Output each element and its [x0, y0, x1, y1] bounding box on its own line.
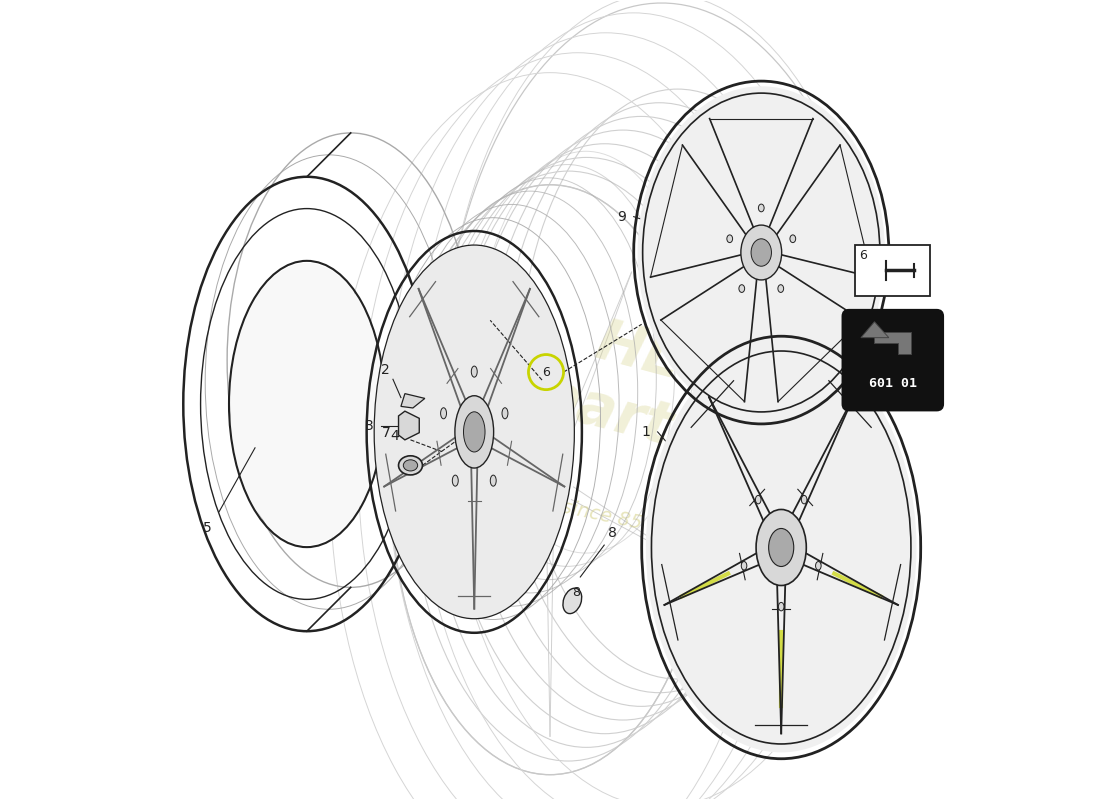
Text: a passion for parts since 85: a passion for parts since 85: [376, 458, 644, 533]
Ellipse shape: [802, 495, 807, 504]
Ellipse shape: [471, 366, 477, 377]
Ellipse shape: [727, 235, 733, 242]
Ellipse shape: [374, 245, 574, 618]
Ellipse shape: [741, 562, 747, 570]
Ellipse shape: [739, 285, 745, 293]
Text: 5: 5: [202, 521, 211, 534]
Ellipse shape: [404, 460, 418, 471]
Text: 4: 4: [390, 429, 399, 443]
Bar: [855, 245, 931, 296]
FancyBboxPatch shape: [843, 310, 943, 410]
Text: 3: 3: [365, 418, 373, 433]
Ellipse shape: [638, 86, 886, 418]
Text: 8: 8: [607, 526, 617, 540]
Ellipse shape: [452, 475, 459, 486]
Polygon shape: [874, 332, 911, 354]
Polygon shape: [861, 322, 889, 338]
Polygon shape: [398, 411, 419, 440]
Ellipse shape: [398, 456, 422, 475]
Text: 6: 6: [859, 250, 867, 262]
Ellipse shape: [758, 204, 764, 212]
Ellipse shape: [502, 408, 508, 418]
Ellipse shape: [756, 510, 806, 586]
Ellipse shape: [751, 239, 771, 266]
Ellipse shape: [230, 263, 384, 545]
Ellipse shape: [779, 602, 784, 611]
Text: HL
parts: HL parts: [530, 302, 729, 466]
Text: 9: 9: [617, 210, 626, 224]
Text: 1: 1: [641, 425, 650, 439]
Text: 2: 2: [381, 362, 389, 377]
Ellipse shape: [756, 495, 761, 504]
Text: 7: 7: [382, 426, 390, 441]
Ellipse shape: [769, 529, 794, 566]
Ellipse shape: [790, 235, 795, 242]
Ellipse shape: [646, 342, 916, 753]
Ellipse shape: [441, 408, 447, 418]
Text: 6: 6: [542, 366, 550, 378]
Ellipse shape: [778, 285, 783, 293]
Text: 601 01: 601 01: [869, 377, 916, 390]
Ellipse shape: [815, 562, 821, 570]
Ellipse shape: [563, 588, 582, 614]
Ellipse shape: [463, 412, 485, 452]
Ellipse shape: [491, 475, 496, 486]
Ellipse shape: [741, 225, 782, 280]
Ellipse shape: [455, 396, 494, 468]
Polygon shape: [400, 394, 425, 408]
Text: 8: 8: [572, 586, 581, 599]
